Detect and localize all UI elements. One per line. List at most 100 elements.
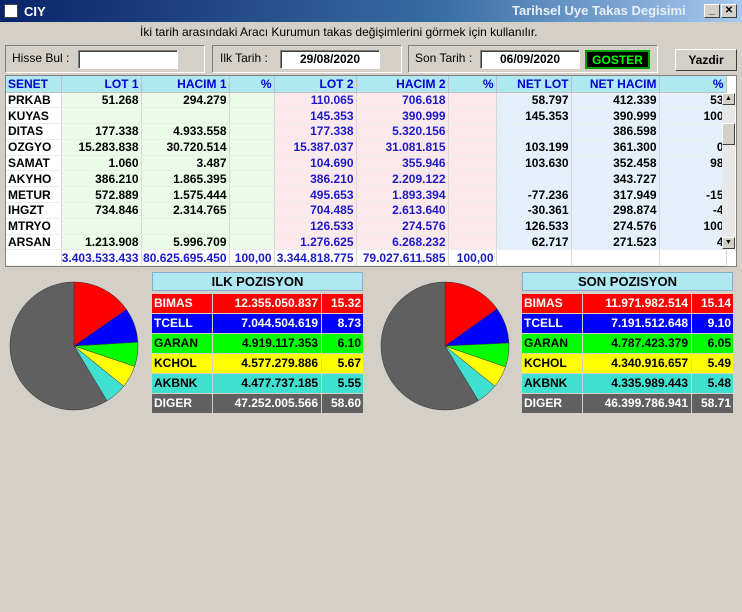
ilk-tarih-field[interactable]: 29/08/2020 <box>280 50 380 69</box>
grid-header-cell[interactable]: % <box>659 76 727 93</box>
yazdir-button[interactable]: Yazdir <box>675 49 737 71</box>
grid-cell: KUYAS <box>6 107 62 125</box>
grid-cell: 274.576 <box>356 218 449 235</box>
grid-cell: 30.720.514 <box>141 139 230 156</box>
son-tarih-label: Son Tarih : <box>415 51 473 65</box>
grid-cell <box>448 186 497 204</box>
grid-cell: 271.523 <box>571 234 660 251</box>
grid-cell: 386.598 <box>571 123 660 140</box>
grid-header-row: SENET LOT 1 HACIM 1% LOT 2 HACIM 2% NET LOT NE… <box>6 76 727 93</box>
table-row[interactable]: PRKAB 51.268 294.279 110.065 706.618 58.797 41… <box>6 92 727 109</box>
legend-row: BIMAS 11.971.982.514 15.14 <box>522 294 733 313</box>
grid-cell: 58.797 <box>496 92 572 109</box>
grid-cell: 15.283.838 <box>61 139 142 156</box>
total-cell: 80.625.695.450 <box>141 249 230 266</box>
hint-text: İki tarih arasındaki Aracı Kurumun takas… <box>140 25 538 39</box>
son-tarih-field[interactable]: 06/09/2020 <box>480 50 580 69</box>
table-row[interactable]: METUR 572.889 1.575.444 495.653 1.893.394 -77… <box>6 186 727 204</box>
grid-scrollbar[interactable]: ▲ ▼ <box>722 93 735 249</box>
grid-header-cell[interactable]: HACIM 1 <box>141 76 230 93</box>
legend-row: KCHOL 4.577.279.886 5.67 <box>152 354 363 373</box>
legend-value: 4.577.279.886 <box>213 354 321 373</box>
grid-cell <box>448 202 497 219</box>
grid-cell: 355.946 <box>356 155 449 172</box>
table-row[interactable]: OZGYO 15.283.838 30.720.514 15.387.037 31.08… <box>6 139 727 156</box>
grid-cell: 100 <box>659 218 727 235</box>
table-row[interactable]: IHGZT 734.846 2.314.765 704.485 2.613.640 -30… <box>6 202 727 219</box>
legend-name: GARAN <box>152 334 212 353</box>
grid-cell: 2.613.640 <box>356 202 449 219</box>
grid-cell: 145.353 <box>496 107 572 125</box>
grid-cell: 412.339 <box>571 92 660 109</box>
legend-value: 4.919.117.353 <box>213 334 321 353</box>
grid-cell: -77.236 <box>496 186 572 204</box>
grid-cell <box>229 218 275 235</box>
scroll-down-icon[interactable]: ▼ <box>722 237 735 249</box>
grid-header-cell[interactable]: HACIM 2 <box>356 76 449 93</box>
hisse-search-input[interactable] <box>78 50 178 69</box>
grid-cell: 2.209.122 <box>356 170 449 188</box>
grid-cell <box>659 123 727 140</box>
table-row[interactable]: SAMAT 1.060 3.487 104.690 355.946 103.630 352.… <box>6 155 727 172</box>
legend-name: BIMAS <box>522 294 582 313</box>
total-cell: 3.344.818.775 <box>274 249 357 266</box>
table-row[interactable]: ARSAN 1.213.908 5.996.709 1.276.625 6.268.23… <box>6 234 727 251</box>
grid-cell: 386.210 <box>61 170 142 188</box>
legend-name: BIMAS <box>152 294 212 313</box>
grid-cell: PRKAB <box>6 92 62 109</box>
legend-name: DIGER <box>152 394 212 413</box>
grid-header-cell[interactable]: LOT 2 <box>274 76 357 93</box>
legend-value: 4.477.737.185 <box>213 374 321 393</box>
goster-button[interactable]: GOSTER <box>585 50 650 69</box>
close-button[interactable]: ✕ <box>721 4 737 18</box>
grid-cell <box>229 123 275 140</box>
grid-cell <box>448 139 497 156</box>
grid-header-cell[interactable]: % <box>229 76 275 93</box>
legend-name: KCHOL <box>522 354 582 373</box>
legend-percent: 5.67 <box>322 354 363 373</box>
grid-cell: METUR <box>6 186 62 204</box>
grid-cell: 274.576 <box>571 218 660 235</box>
grid-cell: 15.387.037 <box>274 139 357 156</box>
grid-cell: 103.630 <box>496 155 572 172</box>
minimize-button[interactable]: _ <box>704 4 720 18</box>
pie-slice-bimas <box>444 281 498 347</box>
grid-cell: DITAS <box>6 123 62 140</box>
table-row[interactable]: AKYHO 386.210 1.865.395 386.210 2.209.122 343… <box>6 170 727 188</box>
grid-header-cell[interactable]: SENET <box>6 76 62 93</box>
grid-header-cell[interactable]: % <box>448 76 497 93</box>
table-row[interactable]: MTRYO 126.533 274.576 126.533 274.576 100 <box>6 218 727 235</box>
pie-slice-diger <box>9 281 108 411</box>
legend-row: AKBNK 4.477.737.185 5.55 <box>152 374 363 393</box>
table-row[interactable]: DITAS 177.338 4.933.558 177.338 5.320.156 386… <box>6 123 727 140</box>
legend-row: GARAN 4.787.423.379 6.05 <box>522 334 733 353</box>
table-row[interactable]: KUYAS 145.353 390.999 145.353 390.999 100 <box>6 107 727 125</box>
legend-value: 11.971.982.514 <box>583 294 691 313</box>
legend-percent: 5.55 <box>322 374 363 393</box>
legend-name: AKBNK <box>522 374 582 393</box>
legend-percent: 15.14 <box>692 294 733 313</box>
legend-percent: 58.60 <box>322 394 363 413</box>
scroll-up-icon[interactable]: ▲ <box>722 93 735 105</box>
grid-cell <box>448 155 497 172</box>
grid-cell: 386.210 <box>274 170 357 188</box>
hisse-group <box>5 45 205 73</box>
pie-slice-diger <box>380 281 479 411</box>
grid-header-cell[interactable]: NET HACIM <box>571 76 660 93</box>
legend-value: 7.044.504.619 <box>213 314 321 333</box>
grid-cell: 6.268.232 <box>356 234 449 251</box>
total-cell <box>496 249 572 266</box>
grid-cell: 1.213.908 <box>61 234 142 251</box>
grid-cell <box>496 170 572 188</box>
grid-cell <box>229 155 275 172</box>
grid-header-cell[interactable]: LOT 1 <box>61 76 142 93</box>
grid-cell: 706.618 <box>356 92 449 109</box>
grid-cell: 572.889 <box>61 186 142 204</box>
grid-cell <box>659 170 727 188</box>
scroll-thumb[interactable] <box>722 123 735 145</box>
app-icon <box>4 4 18 18</box>
ilk-tarih-label: Ilk Tarih : <box>220 51 268 65</box>
total-cell <box>6 249 62 266</box>
grid-header-cell[interactable]: NET LOT <box>496 76 572 93</box>
grid-cell: 103.199 <box>496 139 572 156</box>
